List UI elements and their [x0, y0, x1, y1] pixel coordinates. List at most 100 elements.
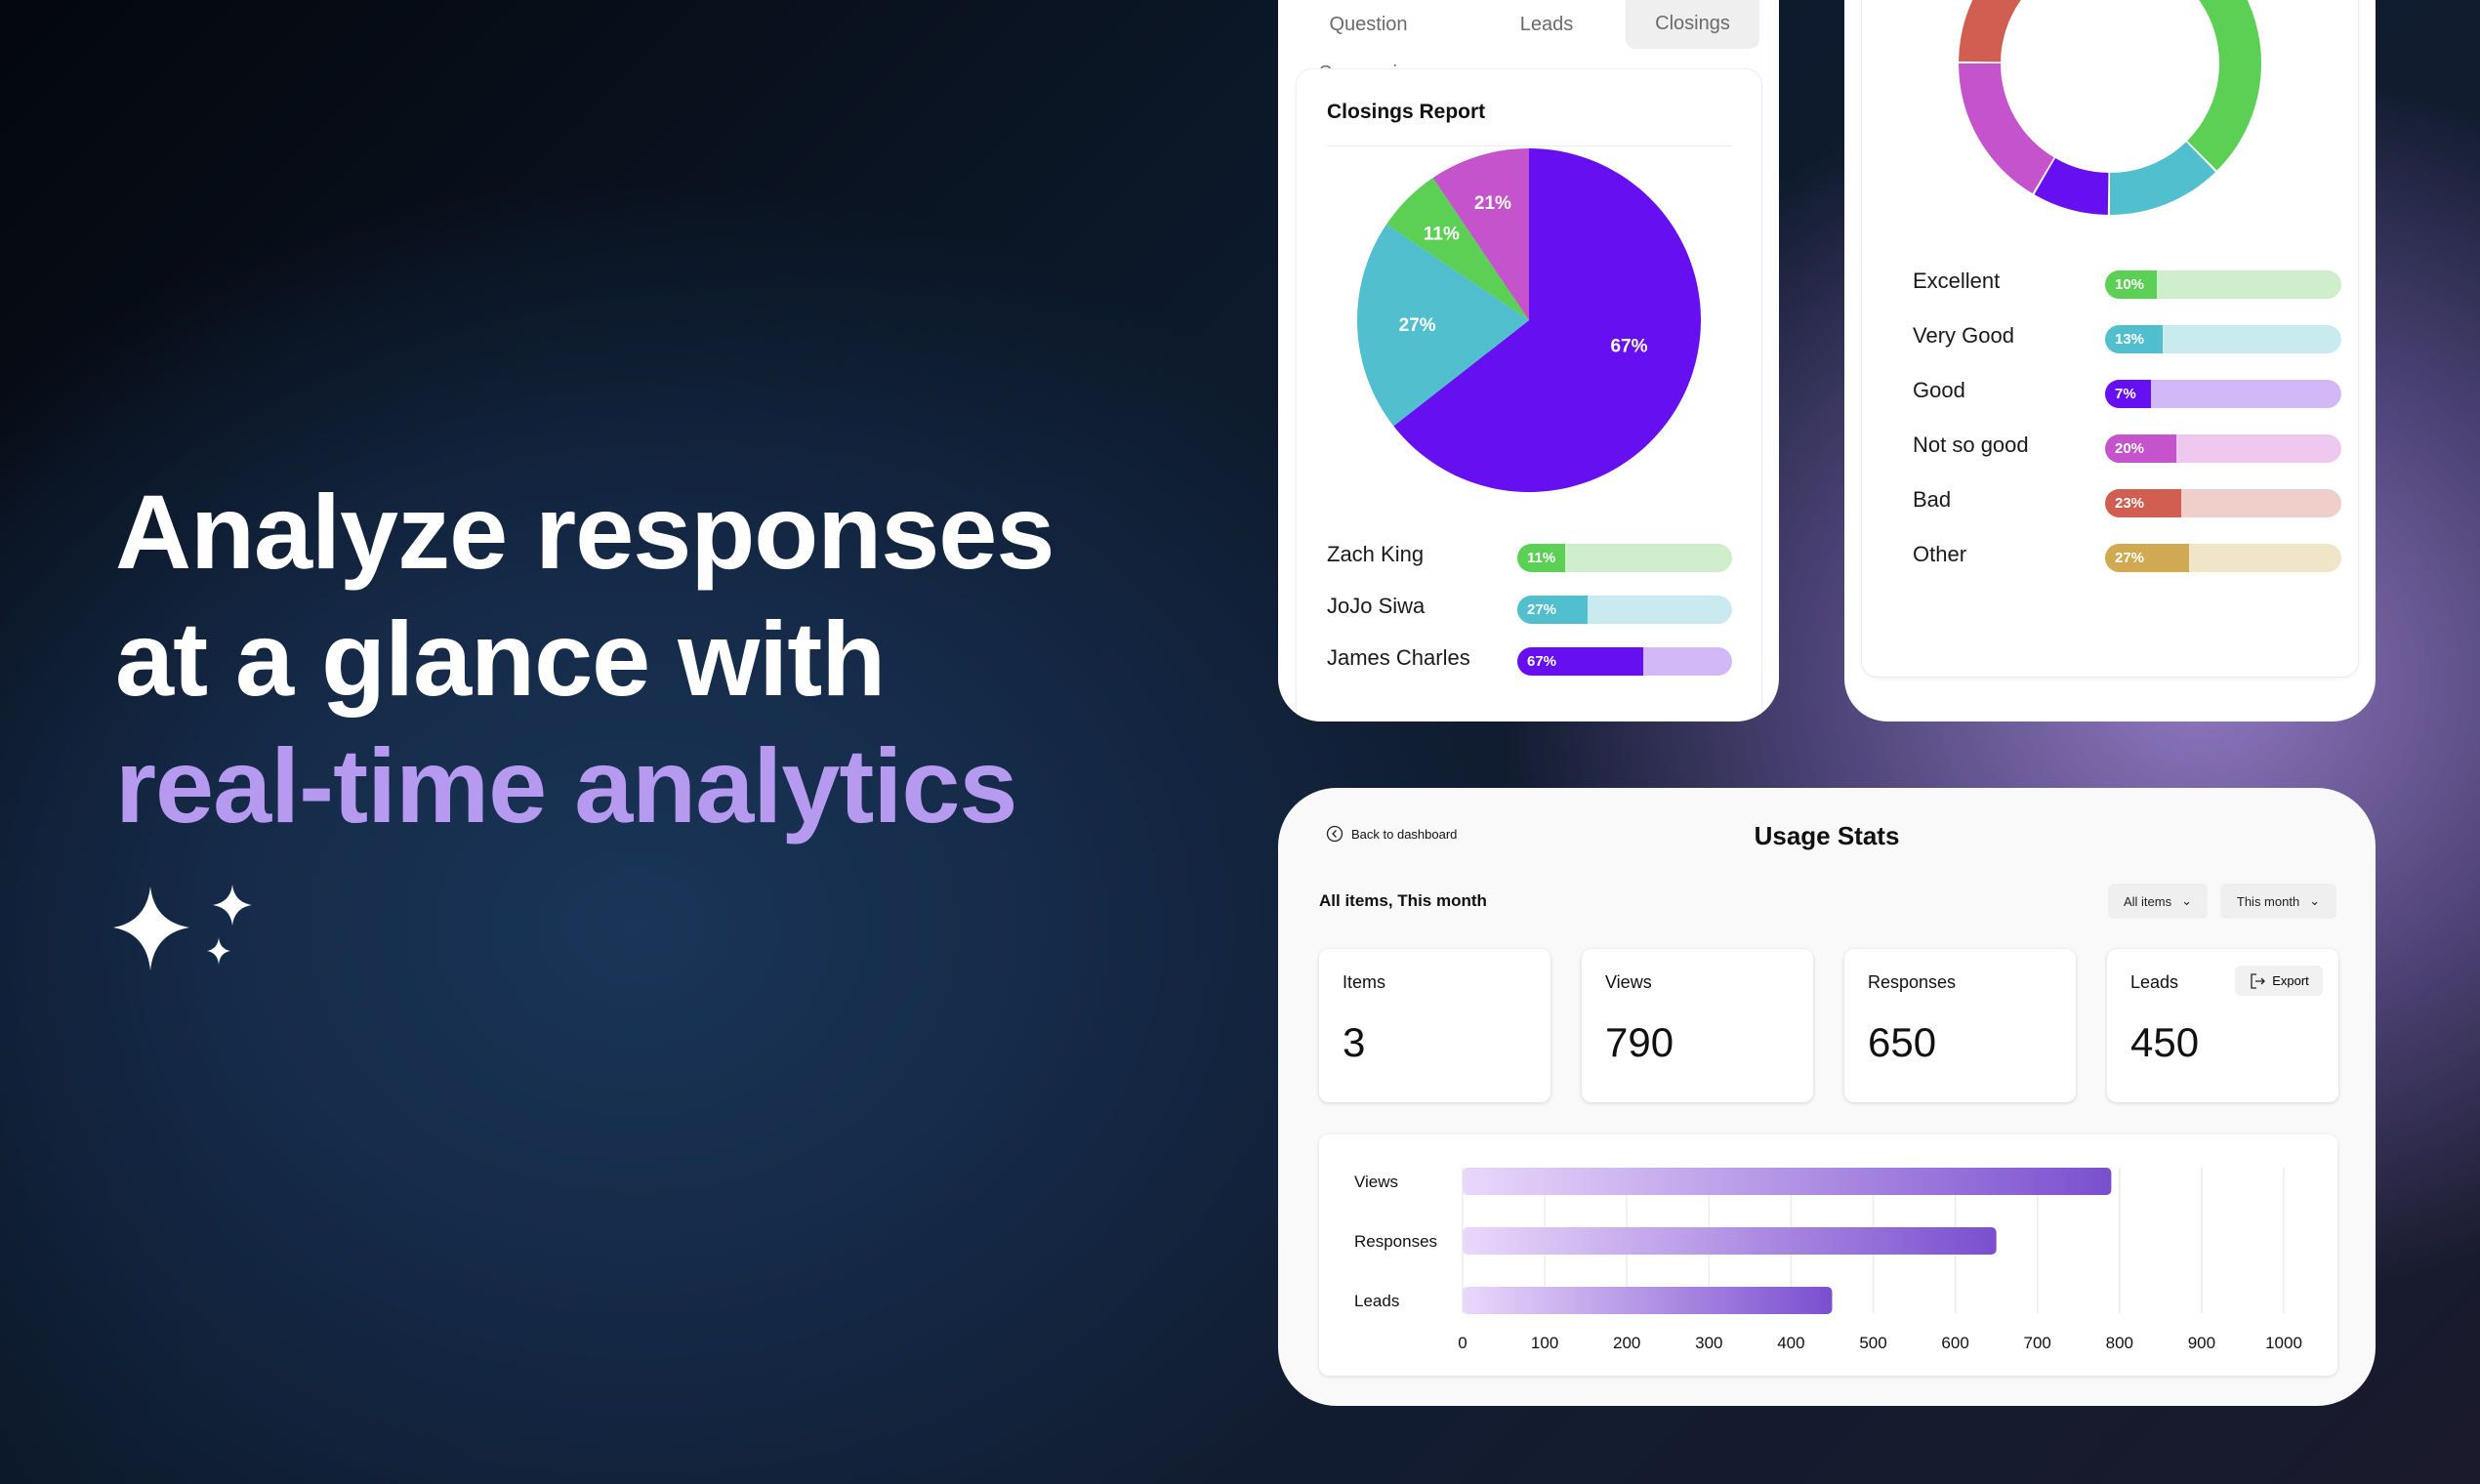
filter-summary: All items, This month [1319, 891, 1487, 910]
x-tick-label: 500 [1859, 1334, 1886, 1352]
items-dropdown[interactable]: All items ⌄ [2108, 884, 2208, 919]
progress-bar: 11% [1517, 544, 1732, 572]
closings-pie-chart: 67% 27% 11% 21% [1357, 148, 1701, 492]
page-title: Usage Stats [1754, 821, 1900, 850]
chevron-down-icon: ⌄ [2309, 893, 2321, 908]
progress-bar: 10% [2105, 270, 2341, 299]
x-tick-label: 900 [2188, 1334, 2215, 1352]
stat-label: Views [1605, 972, 1652, 992]
tab-leads[interactable]: Leads [1519, 14, 1574, 35]
headline-line-1: Analyze responses [115, 473, 1054, 591]
x-tick-label: 700 [2024, 1334, 2051, 1352]
progress-bar: 7% [2105, 380, 2341, 408]
donut-segment [2187, 0, 2261, 171]
pie-slice-label: 27% [1399, 315, 1436, 336]
donut-segment [1959, 0, 2021, 62]
x-tick-label: 800 [2106, 1334, 2133, 1352]
row-label: Excellent [1913, 268, 2001, 293]
x-tick-label: 400 [1777, 1334, 1804, 1352]
donut-segment [2034, 157, 2109, 215]
progress-bar: 27% [2105, 544, 2341, 572]
progress-fill: 7% [2105, 380, 2152, 408]
export-button[interactable]: Export [2235, 966, 2323, 996]
stat-card-leads: Leads 450 Export [2107, 949, 2338, 1102]
progress-fill: 10% [2105, 270, 2158, 299]
progress-bar: 67% [1517, 647, 1732, 676]
stat-value: 3 [1343, 1019, 1366, 1065]
progress-bar: 23% [2105, 489, 2341, 517]
sparkles-icon [113, 885, 252, 970]
closings-report-card: Closings Report 67% 27% 11% 21% Zach King 11… [1297, 69, 1761, 721]
tab-question-summaries[interactable]: Question Summaries [1319, 14, 1418, 84]
progress-bar: 13% [2105, 325, 2341, 353]
progress-bar: 20% [2105, 434, 2341, 463]
closings-panel: Question Summaries Leads Closings Closin… [1278, 0, 1779, 721]
row-label: Good [1913, 378, 1965, 402]
donut-segment [1959, 63, 2054, 194]
progress-bar: 27% [1517, 596, 1732, 624]
back-to-dashboard-link[interactable]: Back to dashboard [1326, 825, 1457, 843]
pie-slice-label: 21% [1474, 193, 1511, 214]
progress-fill: 23% [2105, 489, 2182, 517]
stat-value: 790 [1605, 1019, 1674, 1065]
usage-bar-chart-card: 0 100 200 300 400 500 600 700 800 900 1000 Views Res… [1319, 1134, 2337, 1376]
progress-fill: 27% [2105, 544, 2190, 572]
row-label: Bad [1913, 487, 1952, 512]
row-label: Other [1913, 542, 1967, 566]
bar-responses [1463, 1227, 1997, 1255]
progress-fill: 13% [2105, 325, 2164, 353]
headline-line-3: real-time analytics [115, 726, 1017, 845]
x-tick-label: 0 [1458, 1334, 1467, 1352]
pie-slice [1432, 148, 1529, 320]
pie-slice [1393, 148, 1701, 492]
category-label: Leads [1354, 1292, 1399, 1310]
donut-segment [2110, 142, 2216, 215]
row-label: JoJo Siwa [1327, 594, 1426, 618]
row-label: Very Good [1913, 323, 2014, 348]
row-label: James Charles [1327, 645, 1470, 670]
bar-leads [1463, 1287, 1833, 1314]
rating-panel: Excellent 10% Very Good 13% Good 7% Not so goo… [1844, 0, 2376, 721]
stat-label: Items [1343, 972, 1386, 992]
rating-donut-chart [1959, 0, 2261, 215]
stat-value: 650 [1868, 1019, 1937, 1065]
stat-card-items: Items 3 [1319, 949, 1550, 1102]
stat-label: Responses [1868, 972, 1957, 992]
stat-value: 450 [2130, 1019, 2200, 1065]
progress-fill: 11% [1517, 544, 1565, 572]
chevron-left-circle-icon [1326, 825, 1343, 843]
closings-report-title: Closings Report [1327, 101, 1486, 123]
usage-bar-chart: 0 100 200 300 400 500 600 700 800 900 1000 Views Res… [1354, 1168, 2302, 1352]
x-tick-label: 1000 [2265, 1334, 2302, 1352]
period-dropdown[interactable]: This month ⌄ [2220, 884, 2336, 919]
category-label: Responses [1354, 1232, 1437, 1251]
usage-stats-panel: Back to dashboard Usage Stats All items,… [1278, 788, 2376, 1406]
pie-slice [1386, 178, 1529, 320]
pie-slice-label: 67% [1610, 337, 1647, 357]
tab-closings[interactable]: Closings [1626, 0, 1759, 49]
period-dropdown-label: This month [2236, 893, 2300, 909]
stat-label: Leads [2130, 972, 2179, 992]
x-tick-label: 600 [1941, 1334, 1968, 1352]
x-tick-label: 200 [1613, 1334, 1640, 1352]
pie-slice-label: 11% [1424, 224, 1460, 244]
stat-card-responses: Responses 650 [1844, 949, 2076, 1102]
divider [1327, 145, 1732, 146]
back-label: Back to dashboard [1351, 826, 1458, 842]
progress-fill: 27% [1517, 596, 1588, 624]
row-label: Not so good [1913, 433, 2029, 457]
export-label: Export [2272, 973, 2309, 988]
progress-fill: 67% [1517, 647, 1643, 676]
x-tick-label: 100 [1531, 1334, 1558, 1352]
chevron-down-icon: ⌄ [2181, 893, 2193, 908]
bar-views [1463, 1168, 2112, 1195]
export-icon [2251, 972, 2266, 989]
pie-slice [1357, 224, 1529, 427]
rating-card: Excellent 10% Very Good 13% Good 7% Not so goo… [1862, 0, 2358, 677]
row-label: Zach King [1327, 542, 1425, 566]
hero-headline: Analyze responses at a glance with real-… [115, 469, 1054, 849]
headline-line-2: at a glance with [115, 599, 886, 718]
x-tick-label: 300 [1695, 1334, 1722, 1352]
stat-card-views: Views 790 [1582, 949, 1813, 1102]
progress-fill: 20% [2105, 434, 2176, 463]
